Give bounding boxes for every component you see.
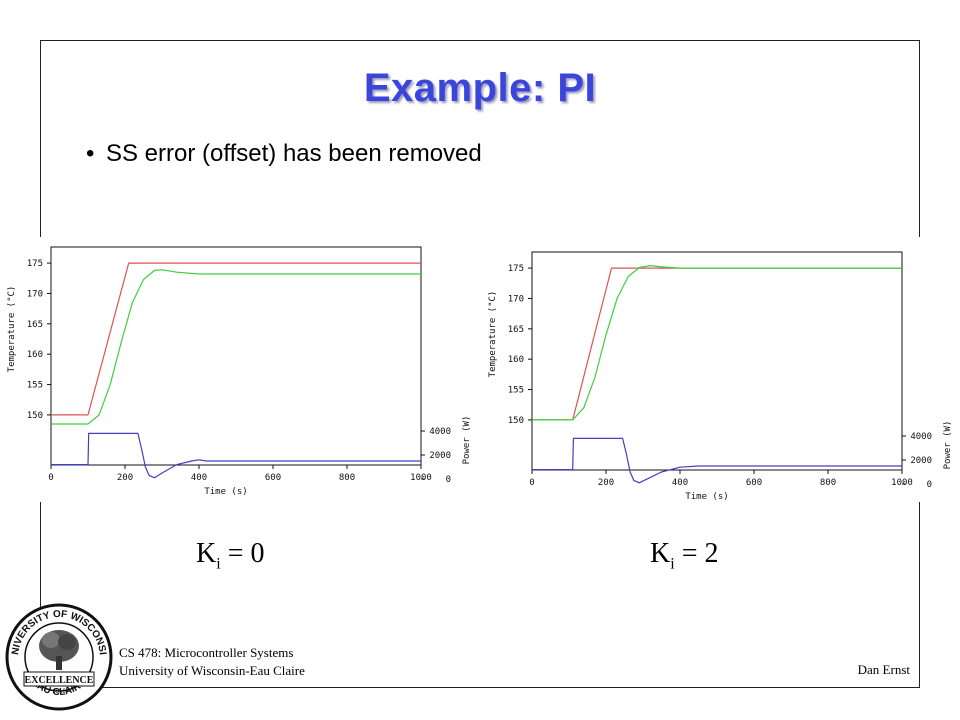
chart-ki-0: 0 200 400 600 800 1000 Time (s) 150 155 160 165 170… [7,246,472,497]
x-tick-label: 200 [598,478,614,488]
x-tick-label: 1000 [410,473,432,483]
plot-area: 0 200 400 600 800 1000 Time (s) 150 155 160 165 170… [488,251,953,502]
caption-value: = 2 [674,538,719,569]
caption-sub: i [216,555,221,573]
caption-value: = 0 [220,538,265,569]
series-power-line [51,432,421,479]
x-tick-label: 400 [672,478,688,488]
x-tick-label: 1000 [891,478,913,488]
x-tick-label: 800 [820,478,836,488]
x-tick-label: 600 [746,478,762,488]
y-axis-label: Temperature (°C) [7,286,17,373]
plot-area: 0 200 400 600 800 1000 Time (s) 150 155 160 165 170… [7,246,472,497]
footer-course-info: CS 478: Microcontroller Systems Universi… [119,644,305,680]
y-tick-label: 150 [508,416,524,426]
plot-ki-2: 0 200 400 600 800 1000 Time (s) 150 155 160 165 170… [480,237,960,502]
footer-university: University of Wisconsin-Eau Claire [119,663,305,678]
y2-axis-label: Power (W) [943,421,953,470]
x-axis-label: Time (s) [204,487,247,497]
y2-tick-label: 2000 [429,451,451,461]
footer-author: Dan Ernst [857,662,910,677]
plot-frame [531,251,903,471]
y-tick-label: 155 [508,386,524,396]
bullet-text: SS error (offset) has been removed [106,140,482,167]
chart-ki-2: 0 200 400 600 800 1000 Time (s) 150 155 160 165 170… [488,251,953,502]
slide-title: Example: PI [363,66,597,110]
y-tick-label: 155 [27,381,43,391]
series-setpoint-line [51,262,421,416]
y-tick-label: 175 [27,259,43,269]
x-tick-label: 600 [265,473,281,483]
y-tick-label: 150 [27,411,43,421]
caption-ki-0: Ki = 0 [196,538,264,574]
plot-frame [50,246,422,466]
y-tick-label: 165 [27,320,43,330]
x-tick-label: 800 [339,473,355,483]
y2-tick-label: 2000 [910,456,932,466]
y2-axis-label: Power (W) [462,416,472,465]
slide-frame-top [40,40,920,41]
caption-k: K [650,538,671,569]
y2-tick-label: 4000 [910,432,932,442]
caption-ki-2: Ki = 2 [650,538,718,574]
y-tick-label: 160 [508,355,524,365]
series-power-line [532,437,902,484]
x-tick-label: 0 [529,478,534,488]
slide-frame-bottom [40,687,920,688]
y-tick-label: 175 [508,264,524,274]
y2-tick-label: 0 [446,475,451,485]
bullet-marker: • [86,140,95,167]
y-axis-label: Temperature (°C) [488,291,498,378]
y-tick-label: 170 [27,289,43,299]
y-tick-label: 160 [27,350,43,360]
x-axis-label: Time (s) [685,492,728,502]
y-tick-label: 165 [508,325,524,335]
x-tick-label: 200 [117,473,133,483]
svg-text:1916: 1916 [52,689,66,695]
y2-tick-label: 0 [927,480,932,490]
y2-tick-label: 4000 [429,427,451,437]
x-tick-label: 400 [191,473,207,483]
caption-k: K [196,538,217,569]
footer-course: CS 478: Microcontroller Systems [119,645,294,660]
series-temperature-line [532,265,902,421]
y-tick-label: 170 [508,294,524,304]
caption-sub: i [670,555,675,573]
plot-ki-0: 0 200 400 600 800 1000 Time (s) 150 155 160 165 170… [0,237,478,502]
bullet-item: • SS error (offset) has been removed [86,140,482,168]
series-temperature-line [51,269,421,425]
x-tick-label: 0 [48,473,53,483]
svg-text:EXCELLENCE: EXCELLENCE [25,675,94,686]
